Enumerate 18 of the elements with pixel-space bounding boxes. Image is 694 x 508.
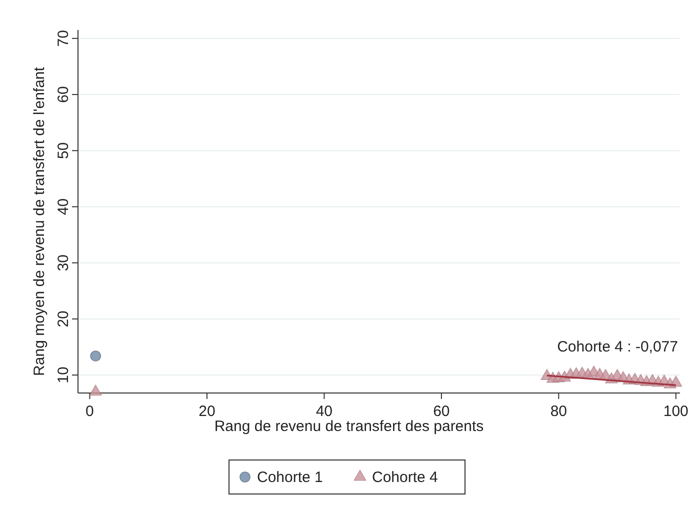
legend-label: Cohorte 1 <box>257 469 323 486</box>
y-tick-label: 30 <box>55 254 72 272</box>
legend-label: Cohorte 4 <box>372 469 438 486</box>
x-axis-title: Rang de revenu de transfert des parents <box>214 418 484 435</box>
y-tick-label: 50 <box>55 142 72 159</box>
annotation: Cohorte 4 : -0,077 <box>557 338 678 356</box>
y-tick-label: 10 <box>55 366 72 384</box>
y-tick-label: 20 <box>55 310 72 328</box>
x-tick-label: 60 <box>433 403 450 420</box>
y-tick-label: 40 <box>55 198 72 216</box>
x-tick-label: 40 <box>316 403 333 420</box>
y-axis-title: Rang moyen de revenu de transfert de l'enfant <box>31 66 48 376</box>
x-tick-label: 0 <box>86 403 94 420</box>
x-tick-label: 20 <box>198 403 216 420</box>
y-tick-label: 70 <box>55 30 72 47</box>
y-tick-label: 60 <box>55 86 72 103</box>
x-tick-label: 80 <box>550 403 568 420</box>
x-tick-label: 100 <box>663 403 688 420</box>
